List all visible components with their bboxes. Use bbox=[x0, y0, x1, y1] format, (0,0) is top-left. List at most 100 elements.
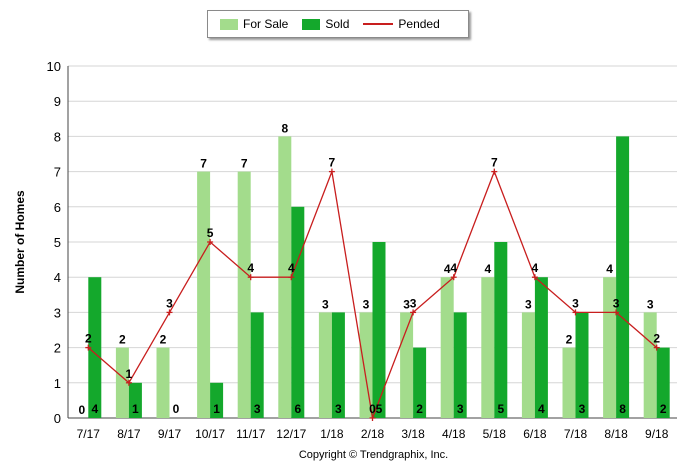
data-label-for-sale: 2 bbox=[119, 333, 126, 347]
x-tick-label: 9/17 bbox=[158, 427, 182, 441]
copyright-text: Copyright © Trendgraphix, Inc. bbox=[298, 449, 449, 461]
bar-for-sale bbox=[440, 277, 454, 418]
data-label-for-sale: 3 bbox=[525, 297, 532, 311]
data-label-sold: 2 bbox=[660, 402, 667, 416]
x-tick-label: 11/17 bbox=[236, 427, 265, 441]
bar-for-sale bbox=[115, 347, 129, 418]
bar-sold bbox=[575, 312, 589, 418]
legend-label-for-sale: For Sale bbox=[243, 17, 289, 31]
data-label-sold: 3 bbox=[457, 402, 464, 416]
bar-sold bbox=[656, 347, 670, 418]
data-label-for-sale: 4 bbox=[484, 262, 491, 276]
x-tick-label: 5/18 bbox=[483, 427, 507, 441]
data-label-pended: 4 bbox=[288, 261, 295, 275]
data-label-sold: 5 bbox=[376, 402, 383, 416]
bar-for-sale bbox=[156, 347, 170, 418]
legend-label-pended: Pended bbox=[398, 17, 440, 31]
data-label-for-sale: 4 bbox=[444, 262, 451, 276]
bar-for-sale bbox=[359, 312, 373, 418]
data-label-sold: 6 bbox=[294, 402, 301, 416]
data-label-sold: 0 bbox=[173, 402, 180, 416]
x-tick-label: 7/18 bbox=[564, 427, 588, 441]
data-label-for-sale: 8 bbox=[281, 121, 288, 135]
data-label-pended: 2 bbox=[653, 332, 660, 346]
data-label-pended: 4 bbox=[450, 261, 457, 275]
data-label-for-sale: 4 bbox=[606, 262, 613, 276]
data-label-sold: 3 bbox=[579, 402, 586, 416]
y-tick-label: 0 bbox=[54, 411, 61, 426]
y-tick-label: 5 bbox=[54, 235, 61, 250]
data-label-for-sale: 0 bbox=[78, 403, 85, 417]
y-tick-label: 2 bbox=[54, 341, 61, 356]
x-tick-label: 2/18 bbox=[361, 427, 385, 441]
data-label-for-sale: 3 bbox=[322, 297, 329, 311]
data-label-pended: 7 bbox=[329, 156, 336, 170]
x-tick-label: 4/18 bbox=[442, 427, 466, 441]
y-tick-label: 6 bbox=[54, 200, 61, 215]
y-tick-label: 7 bbox=[54, 165, 61, 180]
bar-for-sale bbox=[481, 277, 495, 418]
bar-sold bbox=[250, 312, 264, 418]
x-tick-label: 9/18 bbox=[645, 427, 669, 441]
legend-label-sold: Sold bbox=[325, 17, 350, 31]
data-label-sold: 1 bbox=[213, 402, 220, 416]
data-label-sold: 4 bbox=[91, 402, 98, 416]
data-label-sold: 3 bbox=[254, 402, 261, 416]
legend-item-pended: Pended bbox=[363, 17, 440, 31]
data-label-sold: 3 bbox=[335, 402, 342, 416]
data-label-sold: 8 bbox=[619, 402, 626, 416]
bar-sold bbox=[210, 382, 224, 418]
legend-item-for-sale: For Sale bbox=[220, 17, 288, 31]
x-tick-label: 10/17 bbox=[195, 427, 225, 441]
data-label-pended: 2 bbox=[85, 332, 92, 346]
data-label-pended: 3 bbox=[613, 296, 620, 310]
bar-for-sale bbox=[237, 171, 251, 418]
data-label-for-sale: 7 bbox=[200, 157, 207, 171]
bar-sold bbox=[413, 347, 427, 418]
bar-sold bbox=[291, 206, 305, 418]
bar-sold bbox=[534, 277, 548, 418]
data-label-pended: 4 bbox=[532, 261, 539, 275]
data-label-pended: 5 bbox=[207, 226, 214, 240]
bar-sold bbox=[88, 277, 102, 418]
x-tick-label: 12/17 bbox=[276, 427, 306, 441]
legend-swatch-pended bbox=[363, 23, 394, 25]
x-tick-label: 7/17 bbox=[77, 427, 101, 441]
y-tick-label: 9 bbox=[54, 94, 61, 109]
data-label-for-sale: 7 bbox=[241, 157, 248, 171]
data-label-for-sale: 2 bbox=[160, 333, 167, 347]
legend-swatch-for-sale bbox=[220, 18, 238, 30]
data-label-sold: 4 bbox=[538, 402, 545, 416]
data-label-pended: 4 bbox=[247, 261, 254, 275]
data-label-for-sale: 3 bbox=[647, 297, 654, 311]
data-label-pended: 3 bbox=[166, 296, 173, 310]
bar-sold bbox=[372, 242, 386, 418]
data-label-sold: 2 bbox=[416, 402, 423, 416]
y-tick-label: 4 bbox=[54, 270, 61, 285]
x-tick-label: 1/18 bbox=[320, 427, 344, 441]
x-tick-label: 8/17 bbox=[117, 427, 141, 441]
data-label-pended: 3 bbox=[572, 296, 579, 310]
data-label-for-sale: 3 bbox=[403, 297, 410, 311]
x-tick-label: 8/18 bbox=[604, 427, 628, 441]
bar-for-sale bbox=[521, 312, 535, 418]
bar-sold bbox=[494, 242, 508, 418]
chart-legend: For Sale Sold Pended bbox=[207, 10, 469, 38]
bar-for-sale bbox=[643, 312, 657, 418]
bar-for-sale bbox=[562, 347, 576, 418]
bar-sold bbox=[616, 136, 630, 418]
data-label-pended: 7 bbox=[491, 156, 498, 170]
bar-sold bbox=[128, 382, 142, 418]
data-label-for-sale: 2 bbox=[566, 333, 573, 347]
legend-swatch-sold bbox=[302, 18, 321, 30]
bar-sold bbox=[453, 312, 467, 418]
y-tick-label: 1 bbox=[54, 376, 61, 391]
bar-sold bbox=[331, 312, 345, 418]
data-label-sold: 5 bbox=[497, 402, 504, 416]
data-label-pended: 0 bbox=[369, 402, 376, 416]
y-axis-title: Number of Homes bbox=[13, 190, 27, 294]
data-label-pended: 1 bbox=[126, 367, 133, 381]
y-tick-label: 3 bbox=[54, 305, 61, 320]
y-tick-label: 10 bbox=[47, 59, 61, 74]
